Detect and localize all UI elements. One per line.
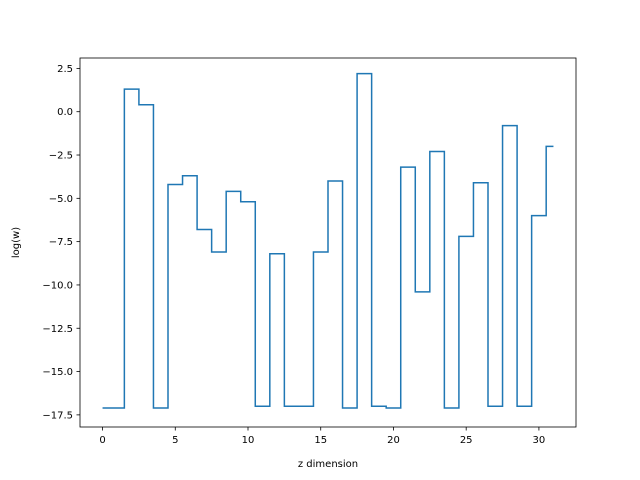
y-axis-ticks: 2.5 0.0 −2.5 −5.0 −7.5 −10.0 −12.5 −15.0 −17.5 [42, 64, 80, 421]
y-tick-label: −2.5 [49, 151, 73, 162]
series-line [102, 72, 554, 409]
x-tick-label: 0 [99, 435, 105, 446]
x-tick-label: 30 [533, 435, 546, 446]
x-axis-label: z dimension [298, 459, 358, 470]
y-tick-label: 0.0 [57, 107, 73, 118]
y-tick-label: −15.0 [42, 367, 73, 378]
x-axis-ticks: 0 5 10 15 20 25 30 [99, 427, 545, 446]
x-tick-label: 20 [387, 435, 400, 446]
y-tick-label: −5.0 [49, 194, 73, 205]
x-tick-label: 15 [314, 435, 327, 446]
y-axis-label: log(w) [11, 227, 22, 258]
y-tick-label: −17.5 [42, 410, 73, 421]
x-tick-label: 5 [172, 435, 178, 446]
y-tick-label: −7.5 [49, 237, 73, 248]
plot-frame [79, 57, 577, 428]
y-tick-label: −12.5 [42, 324, 73, 335]
x-tick-label: 10 [242, 435, 255, 446]
y-tick-label: 2.5 [57, 64, 73, 75]
x-tick-label: 25 [460, 435, 473, 446]
y-tick-label: −10.0 [42, 280, 73, 291]
